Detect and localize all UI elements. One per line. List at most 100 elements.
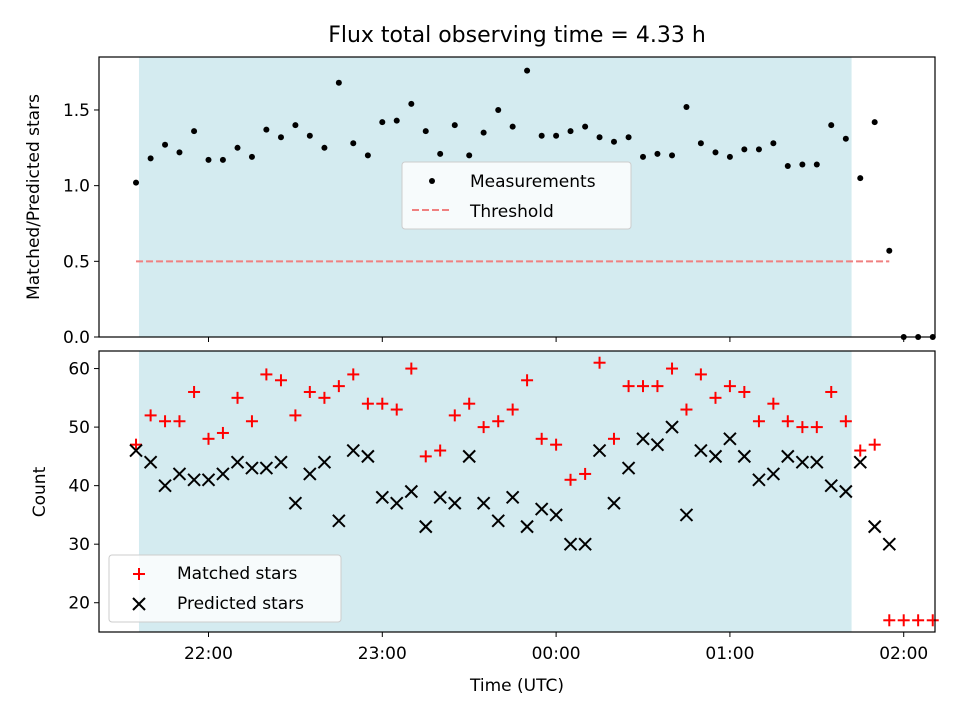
matched-point <box>260 368 273 381</box>
matched-point <box>593 356 606 369</box>
matched-point <box>550 438 563 451</box>
measurement-point <box>292 122 299 129</box>
predicted-point <box>563 537 578 551</box>
matched-point <box>274 374 287 387</box>
measurement-point <box>393 117 400 124</box>
matched-point <box>303 385 316 398</box>
matched-point <box>463 397 476 410</box>
predicted-point <box>245 461 259 475</box>
matched-point <box>130 438 143 451</box>
measurement-point <box>422 128 429 135</box>
measurement-point <box>683 103 690 110</box>
top-y-ticks: 0.0 0.5 1.0 1.5 <box>63 101 99 348</box>
matched-point <box>839 415 852 428</box>
measurement-point <box>625 134 632 141</box>
predicted-point <box>433 490 447 505</box>
predicted-point <box>549 508 563 522</box>
measurement-point <box>828 122 835 129</box>
x-axis-label: Time (UTC) <box>469 676 564 696</box>
legend-matched-marker <box>133 568 145 580</box>
measurement-point <box>350 140 357 147</box>
matched-point <box>868 438 881 451</box>
measurement-point <box>162 141 169 148</box>
y-tick-label: 1.5 <box>63 101 90 121</box>
matched-point <box>825 385 838 398</box>
matched-point <box>637 380 650 393</box>
predicted-point <box>332 514 346 528</box>
matched-point <box>159 415 172 428</box>
predicted-point <box>723 432 737 446</box>
predicted-point <box>679 508 694 522</box>
matched-point <box>926 614 939 627</box>
predicted-point <box>737 449 752 464</box>
measurement-point <box>553 132 560 139</box>
bottom-legend-box <box>108 554 342 623</box>
predicted-point <box>505 490 520 505</box>
measurement-point <box>408 100 415 107</box>
matched-point <box>477 421 490 434</box>
matched-point <box>622 380 635 393</box>
matched-point <box>564 473 577 486</box>
predicted-point <box>867 519 882 534</box>
matched-point <box>216 426 229 439</box>
predicted-point <box>636 432 650 446</box>
legend-measurements-label: Measurements <box>470 172 596 192</box>
matched-point <box>694 368 707 381</box>
matched-point <box>535 432 548 445</box>
bottom-y-ticks: 20 30 40 50 60 <box>68 360 99 614</box>
matched-point <box>752 415 765 428</box>
y-tick-label: 0.5 <box>63 252 90 272</box>
predicted-point <box>361 449 375 464</box>
bottom-data-marks <box>129 356 939 627</box>
matched-point <box>347 368 360 381</box>
legend-matched-label: Matched stars <box>177 564 297 584</box>
measurement-point <box>697 140 704 147</box>
measurement-point <box>770 140 777 147</box>
matched-point <box>332 380 345 393</box>
predicted-point <box>607 496 621 510</box>
top-panel: Flux total observing time = 4.33 h Match… <box>24 23 936 348</box>
bottom-y-axis-label: Count <box>30 466 50 517</box>
measurement-point <box>219 156 226 163</box>
predicted-point <box>650 437 665 452</box>
measurement-point <box>509 123 516 130</box>
measurement-point <box>669 152 676 159</box>
measurement-point <box>567 128 574 135</box>
matched-point <box>810 421 823 434</box>
matched-point <box>680 403 693 416</box>
measurement-point <box>524 67 531 74</box>
measurement-point <box>857 175 864 182</box>
measurement-point <box>133 179 140 186</box>
top-y-axis-label: Matched/Predicted stars <box>24 94 44 300</box>
legend-predicted-label: Predicted stars <box>177 594 304 614</box>
matched-point <box>607 432 620 445</box>
predicted-point <box>578 537 592 551</box>
x-tick-label: 01:00 <box>705 644 754 664</box>
measurement-point <box>451 122 458 129</box>
predicted-point <box>375 490 390 505</box>
bottom-axes-frame <box>98 350 936 633</box>
matched-point <box>361 397 374 410</box>
measurement-point <box>871 119 878 126</box>
measurement-point <box>596 134 603 141</box>
predicted-point <box>172 467 187 481</box>
x-tick-label: 00:00 <box>532 644 581 664</box>
predicted-point <box>520 519 534 534</box>
legend-measurements-marker <box>429 178 435 184</box>
matched-point <box>506 403 519 416</box>
predicted-point <box>853 455 867 469</box>
predicted-point <box>781 449 795 464</box>
measurement-point <box>712 149 719 156</box>
matched-point <box>723 380 736 393</box>
measurement-point <box>755 146 762 153</box>
x-tick-label: 22:00 <box>184 644 233 664</box>
top-data-marks <box>133 67 936 340</box>
measurement-point <box>495 106 502 113</box>
predicted-point <box>346 443 360 458</box>
measurement-point <box>813 161 820 168</box>
top-legend: Measurements Threshold <box>401 161 632 230</box>
predicted-point <box>158 478 172 493</box>
matched-point <box>651 380 664 393</box>
y-tick-label: 30 <box>68 535 90 555</box>
